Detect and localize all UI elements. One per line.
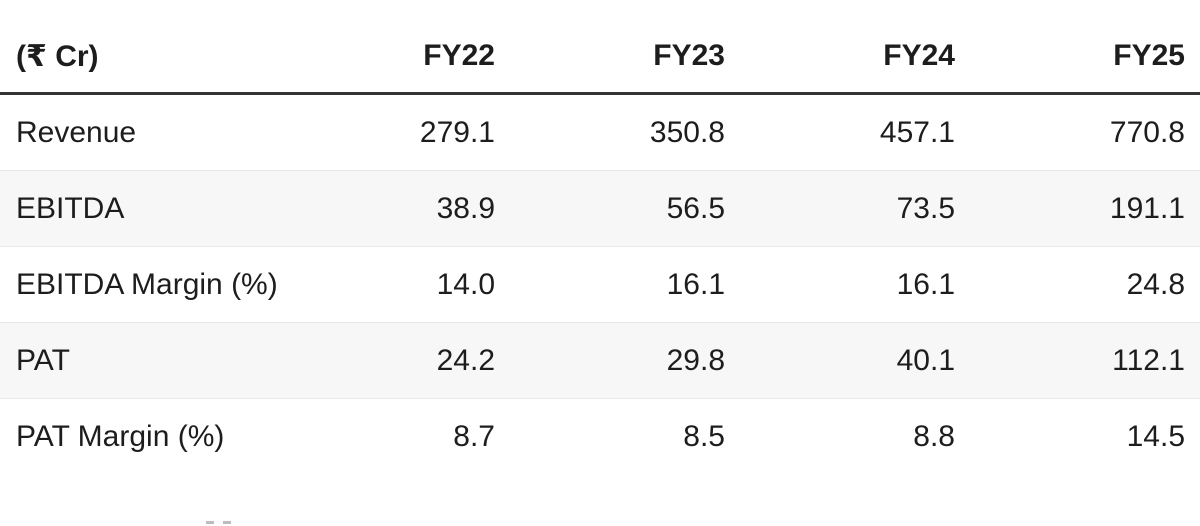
table-cell: 40.1 — [740, 322, 970, 399]
col-header-fy24: FY24 — [740, 20, 970, 95]
row-revenue: Revenue 279.1 350.8 457.1 770.8 — [0, 93, 1200, 171]
table-cell: 24.8 — [970, 246, 1200, 323]
table-cell: 29.8 — [510, 322, 740, 399]
row-label: PAT Margin (%) — [16, 419, 225, 453]
financials-table-container: (₹ Cr) FY22 FY23 FY24 FY25 Revenue 279.1… — [0, 20, 1200, 474]
table-cell: 350.8 — [510, 93, 740, 171]
table-header-row: (₹ Cr) FY22 FY23 FY24 FY25 — [0, 20, 1200, 95]
table-cell: 38.9 — [280, 170, 510, 247]
table-cell: 16.1 — [510, 246, 740, 323]
table-cell: 279.1 — [280, 93, 510, 171]
row-label: EBITDA Margin (%) — [0, 246, 280, 323]
cropped-text-remnant — [206, 521, 214, 524]
table-cell: 8.5 — [683, 419, 725, 453]
table-cell: 112.1 — [970, 322, 1200, 399]
row-ebitda: EBITDA 38.9 56.5 73.5 191.1 — [0, 170, 1200, 247]
table-cell: 56.5 — [510, 170, 740, 247]
row-label: PAT — [0, 322, 280, 399]
table-cell: 457.1 — [740, 93, 970, 171]
table-cell: 24.2 — [280, 322, 510, 399]
table-cell: 16.1 — [740, 246, 970, 323]
financials-table: (₹ Cr) FY22 FY23 FY24 FY25 Revenue 279.1… — [0, 20, 1200, 474]
cropped-content-fragment — [0, 521, 1200, 526]
table-cell: 14.5 — [1126, 419, 1185, 453]
table-cell: 770.8 — [970, 93, 1200, 171]
cropped-text-remnant — [223, 521, 231, 524]
col-header-fy23: FY23 — [510, 20, 740, 95]
table-cell: 191.1 — [970, 170, 1200, 247]
col-header-fy22: FY22 — [280, 20, 510, 95]
table-cell: 8.8 — [913, 419, 955, 453]
row-pat: PAT 24.2 29.8 40.1 112.1 — [0, 322, 1200, 399]
table-cell: 8.7 — [453, 419, 495, 453]
table-cell: 14.0 — [280, 246, 510, 323]
row-pat-margin: PAT Margin (%) 8.7 8.5 8.8 14.5 — [0, 399, 1200, 475]
unit-header: (₹ Cr) — [0, 20, 280, 95]
col-header-fy25: FY25 — [970, 20, 1200, 95]
row-ebitda-margin: EBITDA Margin (%) 14.0 16.1 16.1 24.8 — [0, 246, 1200, 323]
table-cell: 73.5 — [740, 170, 970, 247]
row-label: Revenue — [0, 93, 280, 171]
row-label: EBITDA — [0, 170, 280, 247]
